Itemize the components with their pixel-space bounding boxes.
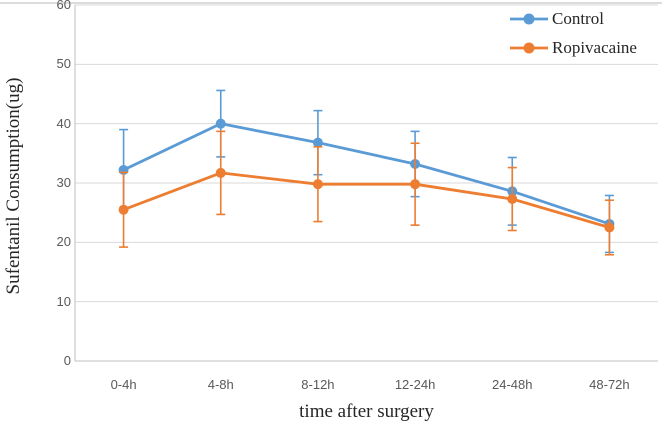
y-tick-label: 0: [63, 353, 71, 368]
x-tick-label: 4-8h: [207, 377, 234, 392]
y-tick-label: 40: [56, 115, 71, 131]
series-line-control: [122, 122, 611, 226]
x-tick-label: 24-48h: [492, 377, 533, 392]
data-point-marker: [604, 222, 615, 233]
series-control: [118, 89, 615, 254]
x-tick-label: 0-4h: [110, 377, 137, 392]
figure-top-border: [0, 2, 662, 4]
data-point-marker: [507, 194, 518, 205]
x-tick-label: 12-24h: [394, 377, 436, 392]
x-tick-label: 8-12h: [301, 377, 335, 392]
data-point-marker: [312, 137, 323, 148]
series-ropivacaine: [118, 130, 615, 256]
error-bars-control: [119, 89, 614, 254]
data-point-marker: [312, 179, 323, 190]
y-tick-label: 10: [56, 293, 71, 309]
legend-marker-control-icon: [510, 13, 548, 24]
error-bars-ropivacaine: [119, 130, 614, 256]
series-line-ropivacaine: [122, 171, 611, 229]
gridlines: [75, 4, 658, 303]
y-tick-label: 20: [56, 234, 71, 250]
x-axis-title: time after surgery: [299, 401, 434, 422]
data-point-marker: [118, 204, 129, 215]
y-axis-title: Sufentanil Consumption(ug): [3, 77, 24, 295]
legend: Control Ropivacaine: [510, 4, 637, 62]
y-tick-label: 50: [56, 56, 71, 72]
legend-item-control: Control: [510, 4, 604, 33]
x-tick-label: 48-72h: [589, 377, 630, 392]
legend-label-ropivacaine: Ropivacaine: [552, 37, 637, 57]
legend-marker-ropivacaine-icon: [510, 42, 548, 53]
y-tick-label: 60: [56, 0, 71, 12]
data-point-marker: [215, 167, 226, 178]
legend-label-control: Control: [552, 8, 604, 28]
data-point-marker: [410, 179, 421, 190]
legend-item-ropivacaine: Ropivacaine: [510, 33, 637, 62]
data-point-marker: [215, 118, 226, 129]
y-tick-label: 30: [56, 175, 71, 190]
